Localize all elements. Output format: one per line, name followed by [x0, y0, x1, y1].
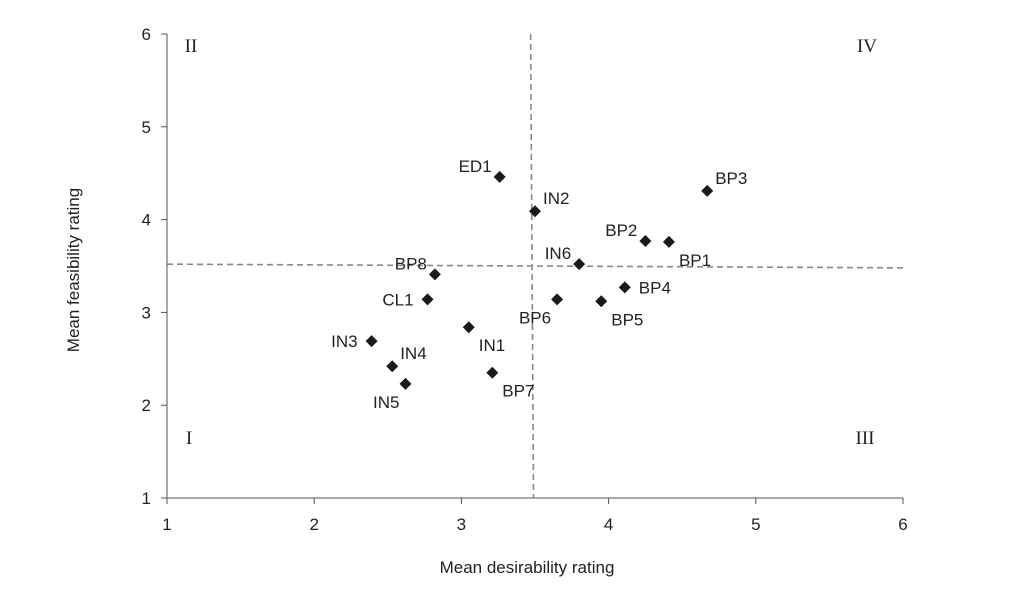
quadrant-label: IV — [857, 36, 877, 57]
y-tick-label: 5 — [142, 118, 151, 137]
data-points: ED1 IN2 BP3 BP2 BP1 IN6 BP8 CL1 BP4 BP5 BP6 IN1 IN3 I… — [331, 157, 747, 412]
point-label-cl1: CL1 — [382, 290, 413, 309]
y-axis-title: Mean feasibility rating — [64, 188, 83, 352]
x-tick-label: 6 — [898, 515, 907, 534]
quadrant-label: II — [185, 36, 198, 57]
point-label-ed1: ED1 — [459, 157, 492, 176]
point-marker-in6 — [573, 258, 586, 271]
point-label-bp6: BP6 — [519, 308, 551, 327]
y-axis-ticks: 1 2 3 4 5 6 — [142, 25, 167, 508]
point-marker-bp1 — [662, 235, 675, 248]
point-label-in4: IN4 — [400, 344, 426, 363]
point-label-bp1: BP1 — [679, 251, 711, 270]
x-tick-label: 4 — [604, 515, 613, 534]
y-tick-label: 1 — [142, 489, 151, 508]
reference-lines — [166, 33, 904, 499]
point-label-bp5: BP5 — [611, 310, 643, 329]
point-marker-in3 — [365, 335, 378, 348]
point-marker-in4 — [386, 360, 399, 373]
point-marker-in1 — [462, 321, 475, 334]
y-tick-label: 2 — [142, 396, 151, 415]
y-tick-label: 6 — [142, 25, 151, 44]
point-label-in6: IN6 — [545, 244, 571, 263]
point-label-in1: IN1 — [479, 336, 505, 355]
y-tick-label: 3 — [142, 303, 151, 322]
point-marker-bp5 — [595, 295, 608, 308]
horizontal-reference-line — [166, 263, 904, 269]
point-marker-bp7 — [486, 366, 499, 379]
point-marker-bp4 — [618, 281, 631, 294]
x-axis-ticks: 1 2 3 4 5 6 — [162, 498, 908, 534]
quadrant-label: III — [856, 428, 875, 449]
point-marker-in5 — [399, 377, 412, 390]
point-label-in2: IN2 — [543, 189, 569, 208]
point-marker-bp3 — [701, 184, 714, 197]
x-tick-label: 3 — [457, 515, 466, 534]
quadrant-label: I — [186, 428, 192, 449]
point-label-bp2: BP2 — [605, 221, 637, 240]
chart-axes — [166, 34, 903, 499]
point-marker-cl1 — [421, 293, 434, 306]
point-marker-bp8 — [428, 268, 441, 281]
point-marker-ed1 — [493, 170, 506, 183]
point-label-in5: IN5 — [373, 393, 399, 412]
point-marker-bp6 — [551, 293, 564, 306]
x-tick-label: 2 — [309, 515, 318, 534]
point-marker-in2 — [529, 205, 541, 218]
point-label-bp8: BP8 — [395, 254, 427, 273]
x-axis-title: Mean desirability rating — [440, 558, 615, 577]
point-label-in3: IN3 — [331, 332, 357, 351]
y-tick-label: 4 — [142, 211, 151, 230]
point-marker-bp2 — [639, 234, 652, 247]
point-label-bp4: BP4 — [639, 278, 671, 297]
x-tick-label: 1 — [162, 515, 171, 534]
x-tick-label: 5 — [751, 515, 760, 534]
point-label-bp7: BP7 — [502, 382, 534, 401]
point-label-bp3: BP3 — [715, 169, 747, 188]
